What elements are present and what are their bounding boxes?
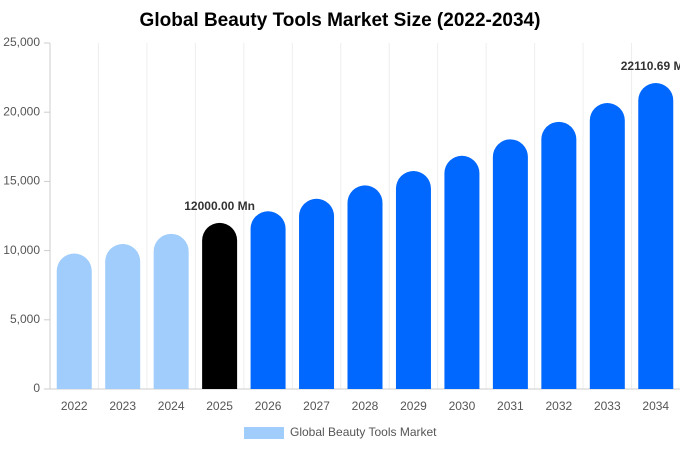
value-label: 22110.69 Mn [621, 59, 680, 73]
bar [56, 253, 92, 389]
bar [347, 185, 383, 389]
bar [541, 121, 577, 390]
x-tick-label: 2026 [255, 399, 282, 413]
y-tick-label: 25,000 [3, 35, 40, 49]
x-tick-label: 2033 [594, 399, 621, 413]
bar [492, 139, 528, 389]
y-tick-label: 20,000 [3, 104, 40, 118]
legend-swatch [244, 427, 284, 439]
legend-label: Global Beauty Tools Market [290, 425, 437, 439]
value-label: 12000.00 Mn [184, 199, 255, 213]
bar [105, 244, 141, 389]
bar [638, 82, 674, 390]
bar [153, 233, 189, 389]
bar [299, 198, 335, 389]
x-tick-label: 2030 [449, 399, 476, 413]
x-tick-label: 2032 [545, 399, 572, 413]
bar [202, 222, 238, 389]
x-tick-label: 2031 [497, 399, 524, 413]
x-tick-label: 2023 [109, 399, 136, 413]
bar [444, 155, 480, 389]
y-tick-label: 0 [33, 381, 40, 395]
y-tick-label: 5,000 [10, 312, 40, 326]
x-tick-label: 2025 [206, 399, 233, 413]
bar [250, 211, 286, 389]
x-tick-label: 2034 [642, 399, 669, 413]
bar [395, 171, 431, 389]
x-tick-label: 2027 [303, 399, 330, 413]
x-tick-label: 2024 [158, 399, 185, 413]
x-tick-label: 2022 [61, 399, 88, 413]
y-tick-label: 15,000 [3, 174, 40, 188]
bar [589, 102, 625, 389]
x-tick-label: 2028 [352, 399, 379, 413]
x-tick-label: 2029 [400, 399, 427, 413]
chart-title: Global Beauty Tools Market Size (2022-20… [140, 10, 541, 31]
y-tick-label: 10,000 [3, 243, 40, 257]
